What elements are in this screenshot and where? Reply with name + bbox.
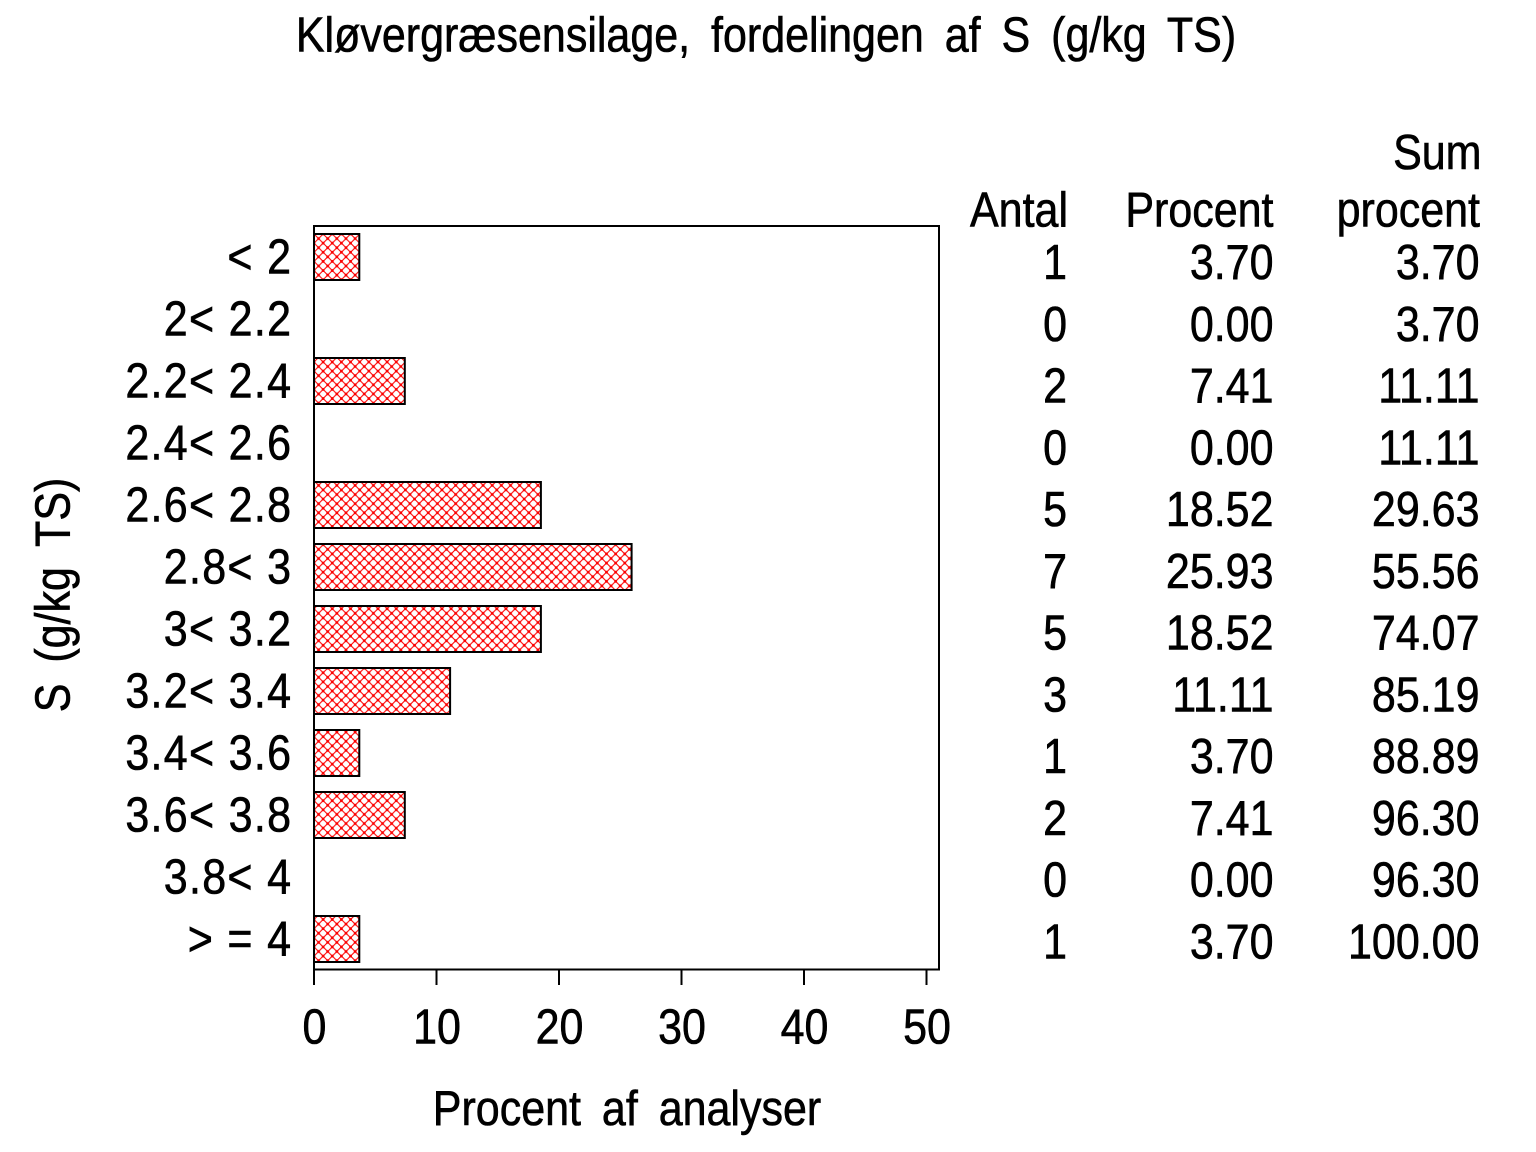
svg-text:11.11: 11.11 xyxy=(1172,667,1273,722)
svg-text:5: 5 xyxy=(1043,605,1067,660)
svg-text:0: 0 xyxy=(1043,852,1067,907)
svg-text:2.6< 2.8: 2.6< 2.8 xyxy=(125,477,292,532)
svg-text:50: 50 xyxy=(903,999,951,1054)
svg-text:procent: procent xyxy=(1337,182,1481,237)
svg-text:Kløvergræsensilage, fordelinge: Kløvergræsensilage, fordelingen af S (g/… xyxy=(296,7,1236,62)
svg-text:18.52: 18.52 xyxy=(1166,481,1274,536)
svg-text:3.70: 3.70 xyxy=(1396,234,1480,289)
svg-text:0.00: 0.00 xyxy=(1190,420,1274,475)
svg-text:11.11: 11.11 xyxy=(1378,358,1479,413)
svg-text:74.07: 74.07 xyxy=(1372,605,1480,660)
svg-text:3.70: 3.70 xyxy=(1190,914,1274,969)
svg-text:25.93: 25.93 xyxy=(1166,543,1274,598)
svg-text:3.2< 3.4: 3.2< 3.4 xyxy=(125,663,292,718)
svg-text:Antal: Antal xyxy=(970,182,1068,237)
svg-text:> = 4: > = 4 xyxy=(188,911,293,966)
svg-text:3.70: 3.70 xyxy=(1396,296,1480,351)
svg-text:0.00: 0.00 xyxy=(1190,852,1274,907)
svg-text:88.89: 88.89 xyxy=(1372,728,1480,783)
svg-text:3.4< 3.6: 3.4< 3.6 xyxy=(125,725,292,780)
svg-text:100.00: 100.00 xyxy=(1348,914,1479,969)
svg-text:1: 1 xyxy=(1043,914,1067,969)
svg-text:Procent af analyser: Procent af analyser xyxy=(433,1081,821,1136)
svg-text:2: 2 xyxy=(1043,790,1067,845)
svg-text:S (g/kg TS): S (g/kg TS) xyxy=(25,478,80,713)
svg-text:18.52: 18.52 xyxy=(1166,605,1274,660)
svg-text:2.8< 3: 2.8< 3 xyxy=(164,539,293,594)
svg-text:Procent: Procent xyxy=(1125,182,1273,237)
svg-text:2.4< 2.6: 2.4< 2.6 xyxy=(125,415,292,470)
svg-text:3.70: 3.70 xyxy=(1190,728,1274,783)
svg-text:11.11: 11.11 xyxy=(1378,420,1479,475)
svg-text:3.8< 4: 3.8< 4 xyxy=(164,849,293,904)
svg-text:55.56: 55.56 xyxy=(1372,543,1480,598)
svg-text:3.6< 3.8: 3.6< 3.8 xyxy=(125,787,292,842)
svg-text:Sum: Sum xyxy=(1393,124,1481,179)
svg-text:7.41: 7.41 xyxy=(1190,358,1274,413)
svg-text:7.41: 7.41 xyxy=(1190,790,1274,845)
svg-text:29.63: 29.63 xyxy=(1372,481,1480,536)
svg-text:20: 20 xyxy=(536,999,584,1054)
svg-text:3: 3 xyxy=(1043,667,1067,722)
svg-text:7: 7 xyxy=(1043,543,1067,598)
svg-text:2< 2.2: 2< 2.2 xyxy=(164,291,293,346)
svg-text:1: 1 xyxy=(1043,728,1067,783)
svg-text:0: 0 xyxy=(1043,296,1067,351)
svg-text:5: 5 xyxy=(1043,481,1067,536)
svg-text:0: 0 xyxy=(303,999,327,1054)
svg-text:30: 30 xyxy=(658,999,706,1054)
svg-text:1: 1 xyxy=(1043,234,1067,289)
svg-text:96.30: 96.30 xyxy=(1372,790,1480,845)
svg-text:3< 3.2: 3< 3.2 xyxy=(164,601,293,656)
svg-text:2.2< 2.4: 2.2< 2.4 xyxy=(125,353,292,408)
svg-text:96.30: 96.30 xyxy=(1372,852,1480,907)
svg-text:0: 0 xyxy=(1043,420,1067,475)
svg-text:0.00: 0.00 xyxy=(1190,296,1274,351)
svg-text:3.70: 3.70 xyxy=(1190,234,1274,289)
svg-text:10: 10 xyxy=(413,999,461,1054)
svg-text:< 2: < 2 xyxy=(227,229,292,284)
svg-text:2: 2 xyxy=(1043,358,1067,413)
svg-text:40: 40 xyxy=(781,999,829,1054)
svg-text:85.19: 85.19 xyxy=(1372,667,1480,722)
